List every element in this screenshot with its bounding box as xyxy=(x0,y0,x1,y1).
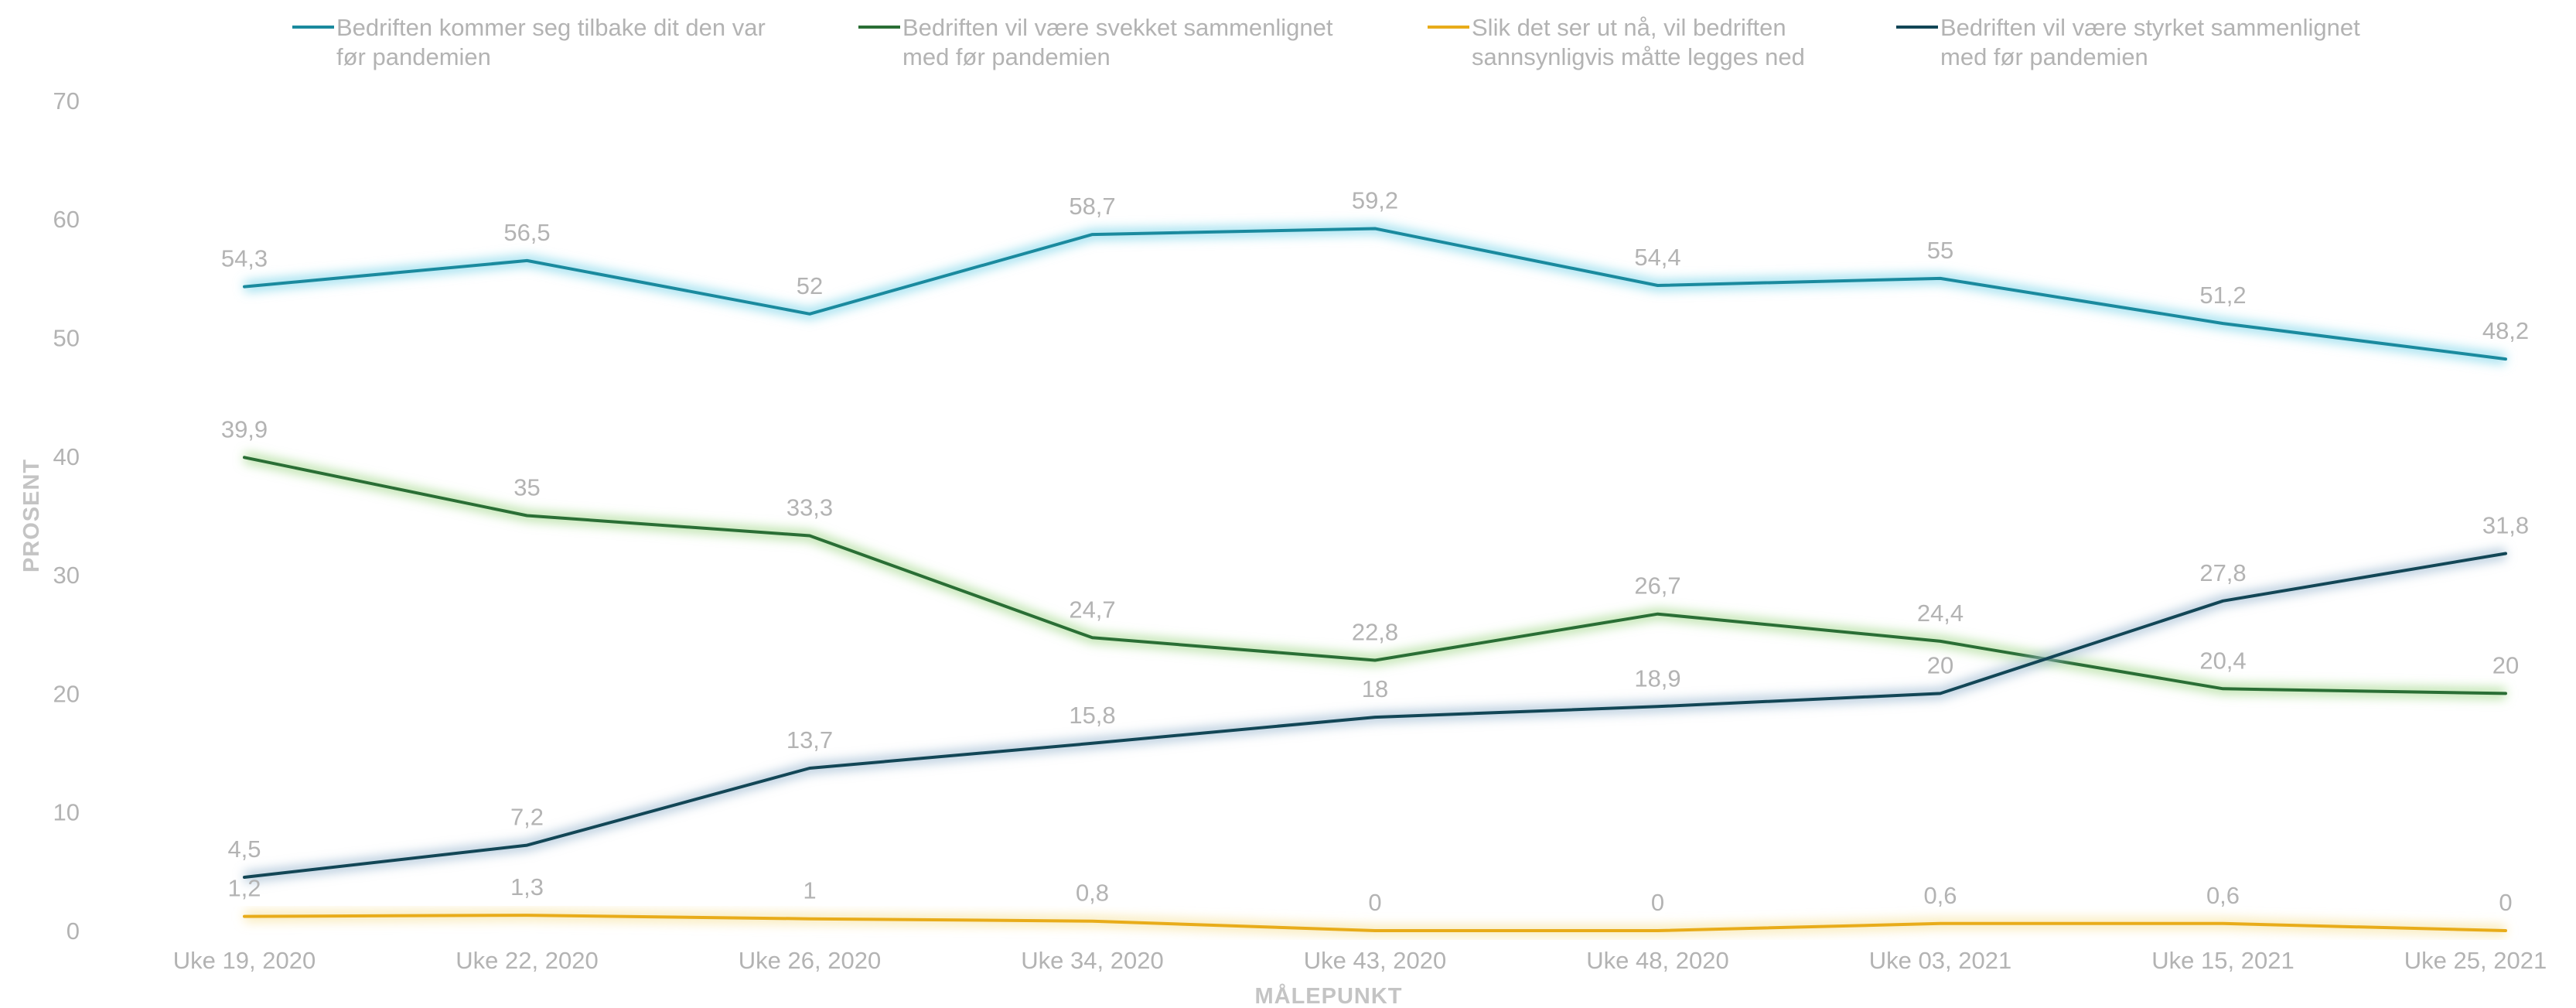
data-label: 48,2 xyxy=(2482,317,2529,344)
data-labels: 54,3 56,5 52 58,7 59,2 54,4 55 51,2 48,2 39,9 35 33… xyxy=(221,186,2529,916)
x-tick-label: Uke 15, 2021 xyxy=(2151,947,2294,974)
data-label: 26,7 xyxy=(1634,572,1680,600)
data-label: 24,7 xyxy=(1069,596,1115,623)
legend-label: med før pandemien xyxy=(1940,43,2148,70)
x-tick-label: Uke 48, 2020 xyxy=(1586,947,1728,974)
data-label: 7,2 xyxy=(510,804,544,831)
data-label: 18,9 xyxy=(1634,665,1680,692)
legend-item: Bedriften vil være styrket sammenlignetm… xyxy=(1896,14,2360,70)
data-label: 24,4 xyxy=(1917,600,1964,627)
y-tick-label: 0 xyxy=(67,917,80,945)
x-tick-label: Uke 22, 2020 xyxy=(455,947,598,974)
legend-label: sannsynligvis måtte legges ned xyxy=(1472,43,1805,70)
series-path xyxy=(243,552,2507,879)
data-label: 54,4 xyxy=(1634,244,1680,271)
data-label: 0 xyxy=(2499,889,2512,916)
series-line xyxy=(243,452,2507,699)
series-glow xyxy=(243,452,2506,699)
x-tick-label: Uke 34, 2020 xyxy=(1021,947,1163,974)
legend-label: Slik det ser ut nå, vil bedriften xyxy=(1472,14,1786,41)
data-label: 1 xyxy=(803,877,816,904)
x-tick-label: Uke 25, 2021 xyxy=(2404,947,2547,974)
y-tick-label: 20 xyxy=(53,680,80,707)
data-label: 35 xyxy=(513,473,540,501)
data-label: 20,4 xyxy=(2199,647,2246,674)
data-label: 39,9 xyxy=(221,415,268,442)
legend-label: med før pandemien xyxy=(902,43,1111,70)
y-tick-label: 70 xyxy=(53,87,80,114)
series-path xyxy=(243,227,2507,361)
x-tick-label: Uke 03, 2021 xyxy=(1869,947,2011,974)
data-label: 0,8 xyxy=(1076,880,1109,907)
data-label: 4,5 xyxy=(227,835,261,863)
x-axis-title: MÅLEPUNKT xyxy=(1254,983,1402,1008)
data-label: 27,8 xyxy=(2199,559,2246,586)
legend: Bedriften kommer seg tilbake dit den var… xyxy=(292,14,2360,70)
legend-label: Bedriften vil være styrket sammenlignet xyxy=(1940,14,2360,41)
series-line xyxy=(243,548,2507,883)
data-label: 59,2 xyxy=(1352,186,1398,214)
legend-label: Bedriften kommer seg tilbake dit den var xyxy=(336,14,766,41)
series-line xyxy=(243,910,2507,936)
series-path xyxy=(243,456,2507,695)
legend-item: Bedriften kommer seg tilbake dit den var… xyxy=(292,14,766,70)
y-tick-label: 50 xyxy=(53,325,80,352)
series-path xyxy=(243,914,2507,932)
data-label: 31,8 xyxy=(2482,512,2529,539)
x-tick-label: Uke 19, 2020 xyxy=(173,947,316,974)
data-label: 58,7 xyxy=(1069,193,1115,220)
y-axis: 0 10 20 30 40 50 60 70 xyxy=(53,87,80,945)
y-tick-label: 10 xyxy=(53,799,80,826)
data-label: 13,7 xyxy=(786,726,833,753)
legend-label: Bedriften vil være svekket sammenlignet xyxy=(902,14,1333,41)
legend-label: før pandemien xyxy=(336,43,491,70)
data-label: 20 xyxy=(2492,651,2519,678)
data-label: 22,8 xyxy=(1352,618,1398,645)
legend-item: Bedriften vil være svekket sammenlignetm… xyxy=(858,14,1333,70)
data-label: 15,8 xyxy=(1069,702,1115,729)
series-group xyxy=(243,223,2507,936)
legend-item: Slik det ser ut nå, vil bedriftensannsyn… xyxy=(1428,14,1805,70)
y-tick-label: 40 xyxy=(53,443,80,470)
data-label: 0,6 xyxy=(2206,882,2240,909)
data-label: 51,2 xyxy=(2199,282,2246,309)
data-label: 0 xyxy=(1368,889,1381,916)
data-label: 0 xyxy=(1651,889,1664,916)
data-label: 1,2 xyxy=(227,875,261,902)
x-tick-label: Uke 43, 2020 xyxy=(1304,947,1446,974)
series-glow xyxy=(244,223,2506,365)
data-label: 0,6 xyxy=(1923,882,1957,909)
data-label: 18 xyxy=(1362,675,1388,702)
y-tick-label: 30 xyxy=(53,562,80,589)
data-label: 52 xyxy=(797,272,823,299)
data-label: 56,5 xyxy=(503,219,550,246)
series-line xyxy=(243,223,2507,365)
x-axis: Uke 19, 2020 Uke 22, 2020 Uke 26, 2020 Uke … xyxy=(173,947,2547,974)
y-tick-label: 60 xyxy=(53,206,80,233)
y-axis-title: PROSENT xyxy=(19,459,44,572)
data-label: 54,3 xyxy=(221,245,268,272)
data-label: 20 xyxy=(1927,651,1953,678)
data-label: 33,3 xyxy=(786,494,833,521)
data-label: 55 xyxy=(1927,237,1953,264)
x-tick-label: Uke 26, 2020 xyxy=(739,947,881,974)
data-label: 1,3 xyxy=(510,873,544,900)
